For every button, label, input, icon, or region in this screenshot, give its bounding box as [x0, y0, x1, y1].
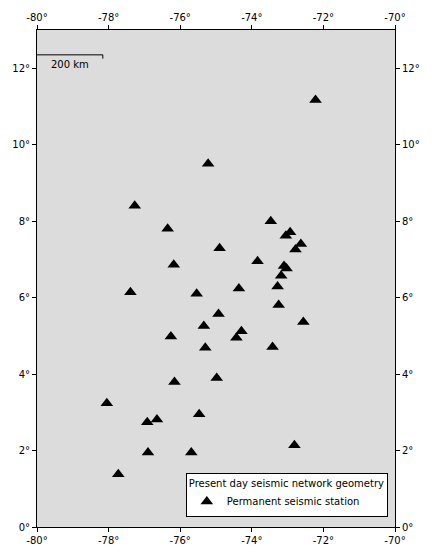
- svg-text:4°: 4°: [402, 369, 413, 380]
- svg-text:-80°: -80°: [26, 535, 47, 546]
- svg-text:10°: 10°: [12, 139, 30, 150]
- svg-text:Present day seismic network ge: Present day seismic network geometry: [189, 478, 384, 489]
- svg-text:-76°: -76°: [170, 535, 191, 546]
- svg-text:-72°: -72°: [313, 535, 334, 546]
- svg-text:8°: 8°: [19, 216, 30, 227]
- svg-text:-76°: -76°: [170, 12, 191, 23]
- svg-text:4°: 4°: [19, 369, 30, 380]
- svg-text:6°: 6°: [402, 292, 413, 303]
- svg-text:0°: 0°: [402, 522, 413, 533]
- svg-text:12°: 12°: [12, 63, 30, 74]
- svg-text:8°: 8°: [402, 216, 413, 227]
- svg-text:-74°: -74°: [241, 12, 262, 23]
- svg-text:-74°: -74°: [241, 535, 262, 546]
- svg-text:-72°: -72°: [313, 12, 334, 23]
- svg-text:12°: 12°: [402, 63, 420, 74]
- svg-text:200 km: 200 km: [51, 59, 89, 70]
- svg-text:-78°: -78°: [98, 12, 119, 23]
- svg-text:10°: 10°: [402, 139, 420, 150]
- svg-text:-70°: -70°: [384, 12, 405, 23]
- svg-text:-70°: -70°: [384, 535, 405, 546]
- svg-text:6°: 6°: [19, 292, 30, 303]
- svg-text:-80°: -80°: [26, 12, 47, 23]
- svg-text:2°: 2°: [402, 445, 413, 456]
- svg-text:-78°: -78°: [98, 535, 119, 546]
- svg-text:0°: 0°: [19, 522, 30, 533]
- svg-text:Permanent seismic station: Permanent seismic station: [227, 496, 360, 507]
- svg-text:2°: 2°: [19, 445, 30, 456]
